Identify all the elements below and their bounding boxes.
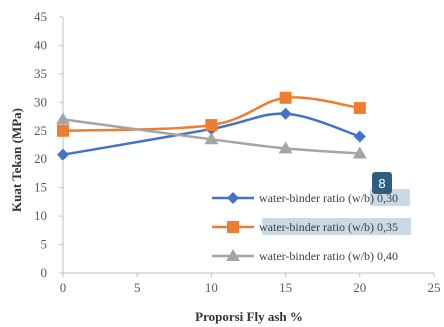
plot-area [62,17,434,274]
legend-label: water-binder ratio (w/b) 0,30 [259,191,398,205]
data-point [56,112,70,125]
y-tick-label: 30 [34,94,47,109]
data-point [57,124,69,137]
series-layer [56,91,367,161]
x-tick-label: 15 [279,280,292,295]
data-point [205,119,218,132]
data-point [204,132,219,145]
y-tick-label: 10 [34,208,47,223]
y-axis-ticks: 0 5 10 15 20 25 30 35 40 45 [34,9,63,280]
y-tick-label: 35 [34,66,47,81]
series-3 [56,112,367,159]
annotation-badge: 8 [372,172,392,194]
x-tick-label: 10 [205,280,218,295]
legend-marker [226,249,240,261]
series-line [61,96,362,133]
x-tick-label: 20 [353,280,366,295]
data-point [279,91,292,104]
badge-label: 8 [378,176,385,191]
x-tick-label: 0 [60,280,67,295]
badge-background [372,172,392,194]
data-point [279,107,292,120]
x-tick-label: 5 [134,280,141,295]
legend-label: water-binder ratio (w/b) 0,35 [259,220,398,234]
x-axis-title: Proporsi Fly ash % [195,309,303,324]
x-axis-ticks: 0 5 10 15 20 25 [60,273,441,295]
data-point [353,102,366,115]
y-tick-label: 25 [34,123,47,138]
y-tick-label: 45 [34,9,47,24]
legend-selection-highlight [262,218,411,235]
legend-label: water-binder ratio (w/b) 0,40 [259,249,398,263]
series-2 [57,91,366,137]
y-tick-label: 40 [34,37,47,52]
data-point [57,148,69,161]
legend: water-binder ratio (w/b) 0,30 water-binde… [212,189,411,263]
x-tick-label: 25 [428,280,441,295]
data-point [353,130,366,143]
y-tick-label: 0 [41,265,48,280]
y-tick-label: 5 [41,237,48,252]
series-line [61,112,362,156]
y-tick-label: 20 [34,151,47,166]
legend-item: water-binder ratio (w/b) 0,40 [212,249,398,263]
y-axis-title: Kuat Tekan (MPa) [9,108,24,212]
legend-marker [227,221,239,233]
y-tick-label: 15 [34,180,47,195]
legend-item: water-binder ratio (w/b) 0,35 [212,218,411,235]
data-point [278,141,293,154]
legend-marker [227,192,239,204]
series-line [61,118,362,155]
data-point [352,146,367,159]
